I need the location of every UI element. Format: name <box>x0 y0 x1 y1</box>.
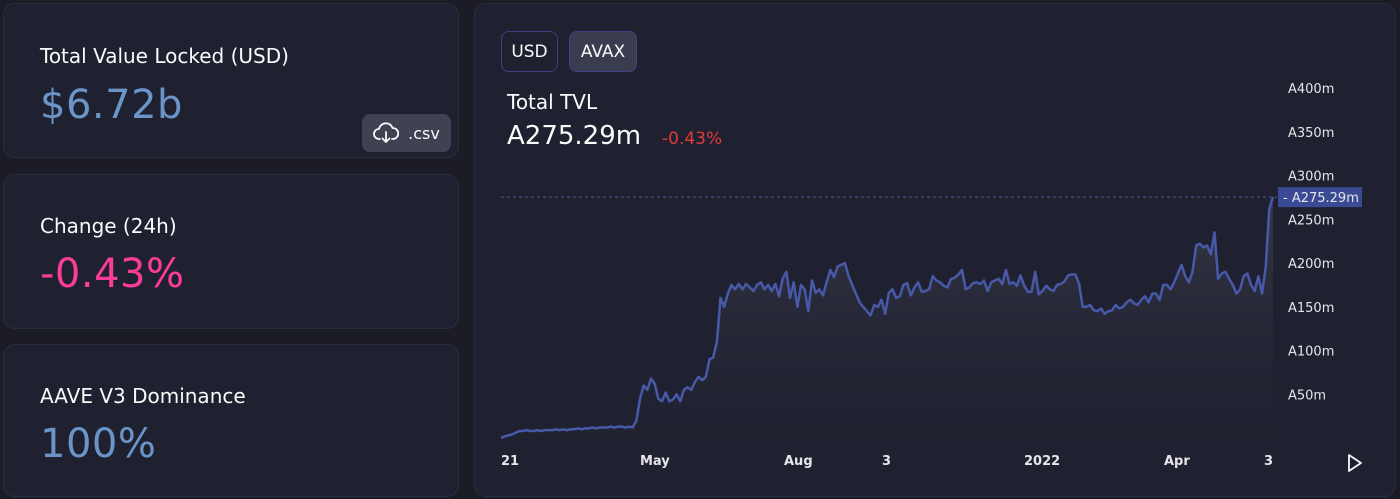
chart-panel: USD AVAX Total TVL A275.29m -0.43% - A27… <box>474 3 1396 497</box>
y-tick-label: A200m <box>1288 257 1334 272</box>
usd-toggle-button[interactable]: USD <box>501 31 558 72</box>
series-line <box>500 196 1275 440</box>
series-area <box>501 197 1273 438</box>
y-tick-label: A350m <box>1288 126 1334 141</box>
x-tick-label: 2022 <box>1024 454 1060 469</box>
x-tick-label: 21 <box>501 454 519 469</box>
dominance-value: 100% <box>40 421 157 467</box>
change-value: -0.43% <box>40 251 185 297</box>
y-tick-label: A150m <box>1288 301 1334 316</box>
tvl-card: Total Value Locked (USD) $6.72b .csv <box>3 3 459 158</box>
crosshair-label: - A275.29m <box>1283 191 1359 206</box>
y-tick-label: A300m <box>1288 170 1334 185</box>
tvl-value: $6.72b <box>40 82 183 128</box>
y-tick-label: A400m <box>1288 82 1334 97</box>
chart-title: Total TVL <box>507 90 598 114</box>
avax-toggle-button[interactable]: AVAX <box>569 31 637 72</box>
tvl-chart[interactable]: - A275.29m A50m A100m A150m A200m A250m A300m… <box>475 4 1395 496</box>
x-tick-label: Aug <box>784 454 813 469</box>
x-tick-label: May <box>640 454 670 469</box>
download-csv-button[interactable]: .csv <box>362 114 451 152</box>
csv-label: .csv <box>408 123 440 143</box>
chart-current-value: A275.29m <box>507 121 642 151</box>
x-tick-label: 3 <box>1264 454 1273 469</box>
crosshair-label-bg <box>1278 187 1362 208</box>
dominance-card: AAVE V3 Dominance 100% <box>3 344 459 497</box>
change-card: Change (24h) -0.43% <box>3 174 459 329</box>
y-tick-label: A100m <box>1288 345 1334 360</box>
tvl-title: Total Value Locked (USD) <box>40 44 289 68</box>
y-tick-label: A250m <box>1288 213 1334 228</box>
play-icon[interactable] <box>1343 452 1365 474</box>
change-title: Change (24h) <box>40 214 177 238</box>
x-tick-label: Apr <box>1164 454 1190 469</box>
x-tick-label: 3 <box>882 454 891 469</box>
chart-current-change: -0.43% <box>662 129 723 149</box>
dominance-title: AAVE V3 Dominance <box>40 384 246 408</box>
cloud-download-icon <box>373 122 400 143</box>
y-tick-label: A50m <box>1288 388 1326 403</box>
